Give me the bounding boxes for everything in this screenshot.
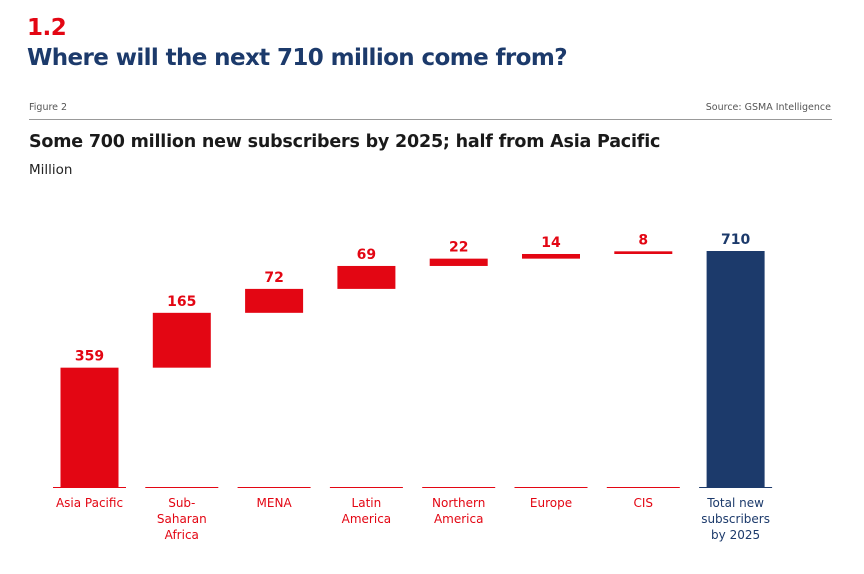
category-label: Total new subscribers by 2025 (701, 496, 770, 542)
category-label-line: America (342, 512, 392, 526)
category-label: Asia Pacific (56, 496, 123, 510)
bar (245, 288, 304, 313)
bar (60, 367, 119, 487)
category-label-line: subscribers (701, 512, 770, 526)
bar-group: 8 CIS (606, 232, 680, 510)
bar-group: 359 Asia Pacific (53, 349, 126, 510)
bar-group: 69 Latin America (329, 247, 403, 526)
bar-group: 165 Sub- Saharan Africa (145, 294, 219, 542)
category-label: Sub- Saharan Africa (157, 496, 207, 542)
category-label-line: Sub- (168, 496, 195, 510)
page-title: Where will the next 710 million come fro… (27, 45, 568, 71)
bar-group: 22 Northern America (422, 240, 496, 526)
bar-group: 14 Europe (514, 235, 588, 510)
category-label-line: Northern (432, 496, 485, 510)
data-label: 8 (638, 232, 648, 248)
data-label: 22 (449, 240, 468, 256)
section-number: 1.2 (27, 15, 67, 41)
source-note: Source: GSMA Intelligence (705, 102, 831, 113)
category-label-line: America (434, 512, 484, 526)
data-label: 14 (541, 235, 561, 251)
data-label: 165 (167, 294, 196, 310)
data-label: 359 (75, 349, 104, 365)
category-label-line: CIS (634, 496, 654, 510)
bar (522, 253, 580, 259)
header-divider (29, 119, 832, 120)
category-label-line: Europe (530, 496, 572, 510)
data-label: 710 (721, 232, 750, 248)
bar-group: 72 MENA (237, 270, 311, 510)
category-label-line: Asia Pacific (56, 496, 123, 510)
category-label: CIS (634, 496, 654, 510)
data-label: 72 (264, 270, 283, 286)
chart-title: Some 700 million new subscribers by 2025… (29, 132, 661, 152)
bar (152, 312, 211, 368)
category-label-line: by 2025 (711, 528, 760, 542)
figure-label: Figure 2 (29, 102, 68, 113)
bar (337, 265, 396, 289)
category-label-line: Latin (352, 496, 382, 510)
bar (614, 251, 673, 254)
category-label-line: Africa (165, 528, 199, 542)
category-label-line: Total new (706, 496, 764, 510)
category-label: Latin America (342, 496, 392, 526)
category-label: Europe (530, 496, 572, 510)
bar-group: 710 Total new subscribers by 2025 (699, 232, 773, 542)
category-label-line: MENA (257, 496, 293, 510)
category-label: MENA (257, 496, 293, 510)
category-label: Northern America (432, 496, 485, 526)
bar (706, 251, 765, 487)
category-label-line: Saharan (157, 512, 207, 526)
unit-label: Million (29, 162, 73, 178)
bar (429, 258, 488, 266)
data-label: 69 (357, 247, 376, 263)
